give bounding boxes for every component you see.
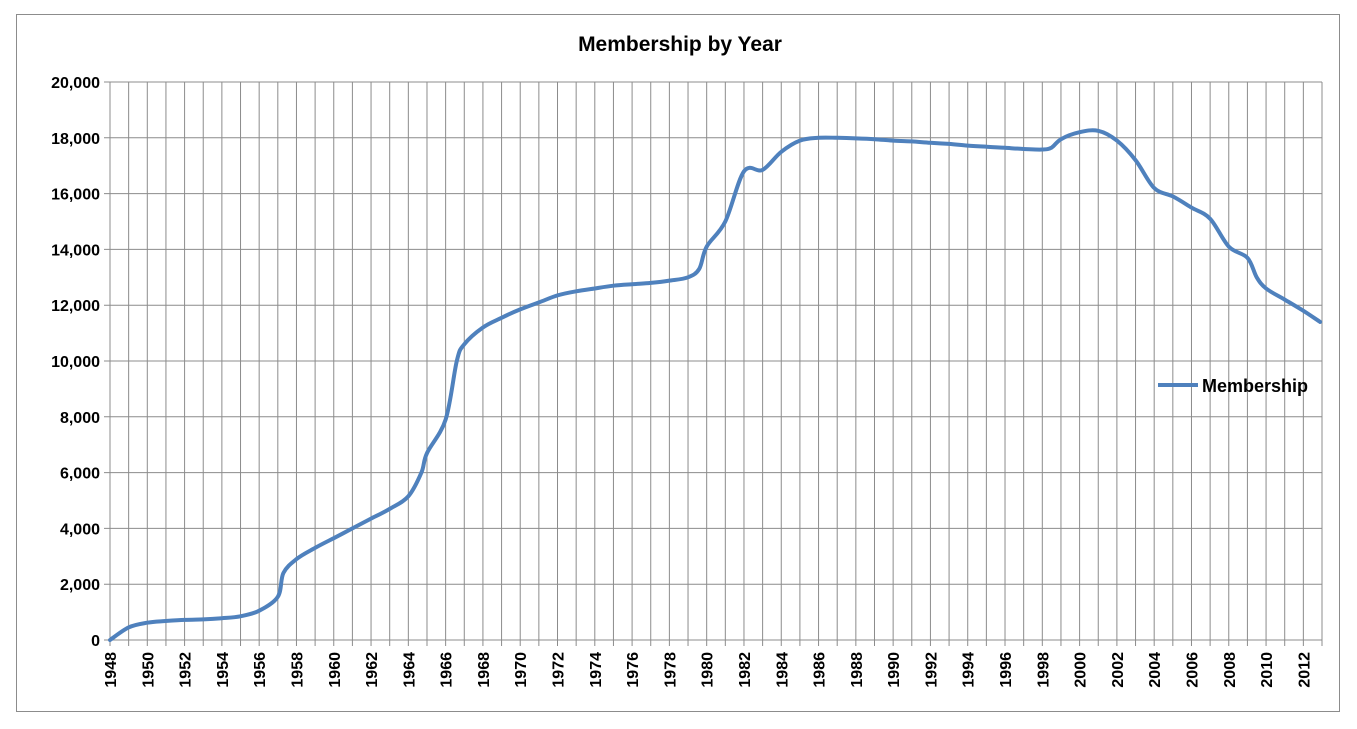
x-tick-label: 1954 <box>215 652 232 688</box>
x-tick-label: 1974 <box>588 652 605 688</box>
y-tick-label: 20,000 <box>51 75 100 92</box>
x-tick-label: 1980 <box>700 652 717 688</box>
x-tick-label: 1990 <box>886 652 903 688</box>
x-tick-label: 1964 <box>401 652 418 688</box>
x-tick-label: 1956 <box>252 652 269 688</box>
y-tick-label: 0 <box>91 633 100 650</box>
y-tick-label: 6,000 <box>60 466 100 483</box>
x-tick-label: 1970 <box>513 652 530 688</box>
y-tick-label: 8,000 <box>60 410 100 427</box>
y-tick-label: 14,000 <box>51 242 100 259</box>
x-tick-label: 1972 <box>551 652 568 688</box>
x-tick-label: 1986 <box>812 652 829 688</box>
x-tick-label: 2006 <box>1184 652 1201 688</box>
x-tick-label: 1958 <box>289 652 306 688</box>
x-tick-label: 1966 <box>439 652 456 688</box>
x-tick-label: 1984 <box>774 652 791 688</box>
axes: 0 2,000 4,000 6,000 8,000 10,000 12,000 14,000 1… <box>51 75 1323 688</box>
legend: Membership <box>1158 376 1308 396</box>
x-tick-label: 1994 <box>961 652 978 688</box>
x-tick-label: 1960 <box>327 652 344 688</box>
y-tick-label: 2,000 <box>60 577 100 594</box>
x-tick-label: 2010 <box>1259 652 1276 688</box>
x-tick-label: 2004 <box>1147 652 1164 688</box>
chart-frame <box>16 14 1340 712</box>
y-tick-label: 10,000 <box>51 354 100 371</box>
y-tick-label: 12,000 <box>51 298 100 315</box>
x-tick-label: 1996 <box>998 652 1015 688</box>
y-tick-label: 18,000 <box>51 131 100 148</box>
x-tick-label: 1976 <box>625 652 642 688</box>
series-layer <box>108 128 1323 642</box>
x-tick-label: 1952 <box>178 652 195 688</box>
x-tick-label: 1992 <box>923 652 940 688</box>
x-tick-label: 1998 <box>1035 652 1052 688</box>
x-tick-label: 1948 <box>103 652 120 688</box>
x-tick-label: 1982 <box>737 652 754 688</box>
chart-title: Membership by Year <box>578 33 782 56</box>
x-tick-label: 1988 <box>849 652 866 688</box>
x-tick-label: 2008 <box>1222 652 1239 688</box>
y-tick-label: 16,000 <box>51 187 100 204</box>
x-tick-label: 1978 <box>662 652 679 688</box>
x-tick-label: 2000 <box>1073 652 1090 688</box>
x-tick-label: 1962 <box>364 652 381 688</box>
x-tick-label: 2012 <box>1296 652 1313 688</box>
x-tick-label: 1950 <box>140 652 157 688</box>
y-tick-label: 4,000 <box>60 521 100 538</box>
series-line-membership <box>108 128 1323 642</box>
legend-label: Membership <box>1202 376 1308 396</box>
x-tick-label: 1968 <box>476 652 493 688</box>
x-tick-label: 2002 <box>1110 652 1127 688</box>
